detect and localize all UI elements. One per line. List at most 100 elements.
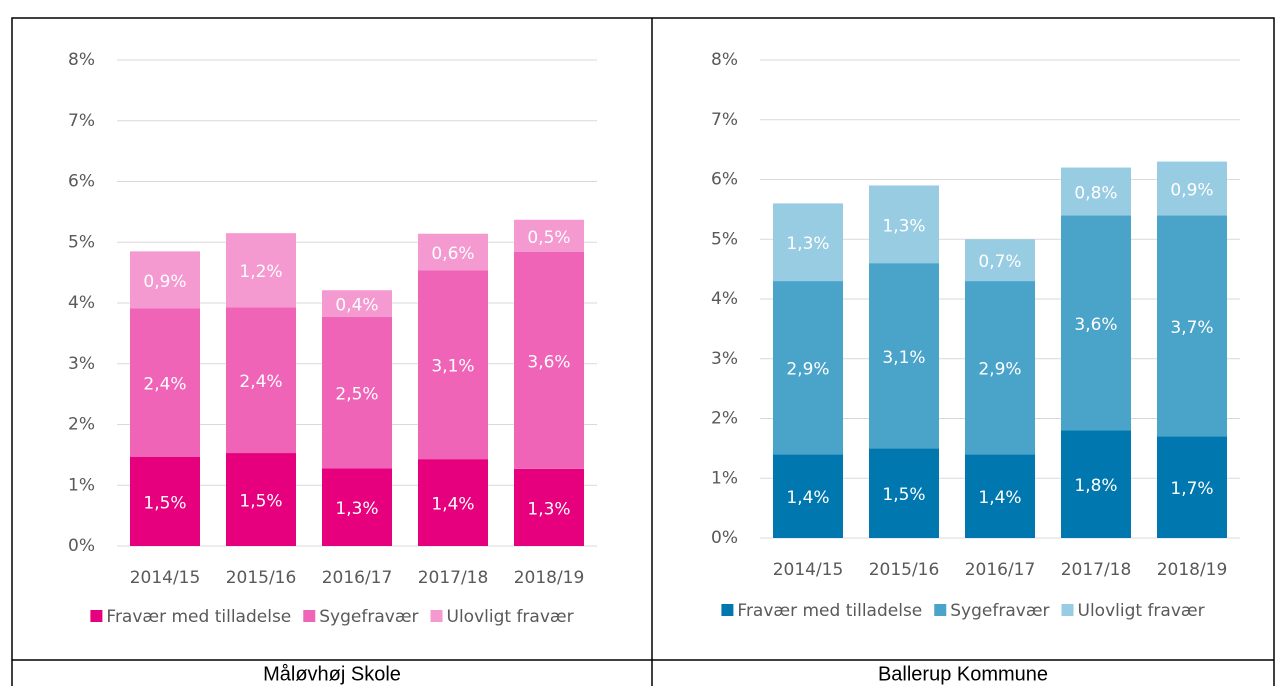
x-tick-label: 2015/16 xyxy=(226,568,297,588)
legend-label: Sygefravær xyxy=(950,601,1049,621)
bar-segment xyxy=(773,203,843,282)
data-label: 0,5% xyxy=(527,228,570,248)
bar-segment xyxy=(226,307,296,454)
y-tick-label: 8% xyxy=(711,50,738,70)
bar-segment xyxy=(130,251,200,309)
bar-segment xyxy=(773,281,843,455)
data-label: 1,5% xyxy=(143,493,186,513)
legend-swatch xyxy=(303,610,316,622)
x-tick-label: 2018/19 xyxy=(514,568,585,588)
data-label: 1,4% xyxy=(431,495,474,515)
data-label: 0,9% xyxy=(1170,180,1213,200)
x-tick-label: 2016/17 xyxy=(965,560,1036,580)
data-label: 1,3% xyxy=(882,216,925,236)
bar-segment xyxy=(514,468,584,546)
caption: Ballerup Kommune xyxy=(878,663,1048,685)
bar-segment xyxy=(322,468,392,546)
y-tick-label: 6% xyxy=(711,170,738,190)
y-tick-label: 2% xyxy=(68,415,95,435)
bar-segment xyxy=(418,459,488,546)
bar-segment xyxy=(1061,430,1131,538)
bar-segment xyxy=(773,454,843,538)
data-label: 1,7% xyxy=(1170,479,1213,499)
data-label: 2,9% xyxy=(978,360,1021,380)
bar-segment xyxy=(418,270,488,460)
data-label: 1,4% xyxy=(978,488,1021,508)
legend-label: Ulovligt fravær xyxy=(1078,601,1205,621)
bar-segment xyxy=(226,453,296,546)
table-border xyxy=(11,17,1275,686)
legend-swatch xyxy=(721,604,734,616)
bar-segment xyxy=(1157,215,1227,437)
y-tick-label: 3% xyxy=(711,349,738,369)
data-label: 1,3% xyxy=(335,499,378,519)
legend-swatch xyxy=(934,604,947,616)
y-tick-label: 8% xyxy=(68,50,95,70)
bar-segment xyxy=(514,219,584,252)
data-label: 0,6% xyxy=(431,244,474,264)
data-label: 1,4% xyxy=(786,488,829,508)
legend-label: Fravær med tilladelse xyxy=(737,601,922,621)
y-tick-label: 2% xyxy=(711,409,738,429)
legend-label: Fravær med tilladelse xyxy=(106,607,291,627)
x-tick-label: 2015/16 xyxy=(869,560,940,580)
x-tick-label: 2016/17 xyxy=(322,568,393,588)
data-label: 0,9% xyxy=(143,272,186,292)
y-tick-label: 7% xyxy=(711,110,738,130)
data-label: 0,8% xyxy=(1074,183,1117,203)
data-label: 0,4% xyxy=(335,296,378,316)
bar-segment xyxy=(322,290,392,317)
y-tick-label: 1% xyxy=(68,475,95,495)
data-label: 1,5% xyxy=(239,492,282,512)
bar-segment xyxy=(130,456,200,546)
x-tick-label: 2017/18 xyxy=(418,568,489,588)
y-tick-label: 6% xyxy=(68,172,95,192)
data-label: 1,3% xyxy=(786,234,829,254)
bar-segment xyxy=(1157,436,1227,538)
data-label: 3,1% xyxy=(882,348,925,368)
bar-segment xyxy=(869,448,939,538)
legend-swatch xyxy=(90,610,103,622)
bar-segment xyxy=(869,263,939,449)
data-label: 2,5% xyxy=(335,385,378,405)
bar-segment xyxy=(965,454,1035,538)
data-label: 3,7% xyxy=(1170,318,1213,338)
y-tick-label: 0% xyxy=(68,536,95,556)
bar-segment xyxy=(965,239,1035,282)
data-label: 1,8% xyxy=(1074,476,1117,496)
y-tick-label: 5% xyxy=(68,232,95,252)
data-label: 1,5% xyxy=(882,485,925,505)
bar-segment xyxy=(1157,161,1227,216)
data-label: 2,9% xyxy=(786,360,829,380)
y-tick-label: 4% xyxy=(711,289,738,309)
bar-segment xyxy=(1061,167,1131,216)
bar-segment xyxy=(418,233,488,271)
data-label: 2,4% xyxy=(143,375,186,395)
data-label: 2,4% xyxy=(239,372,282,392)
bar-segment xyxy=(1061,215,1131,431)
data-label: 1,3% xyxy=(527,499,570,519)
data-label: 0,7% xyxy=(978,252,1021,272)
bar-segment xyxy=(965,281,1035,455)
y-tick-label: 4% xyxy=(68,293,95,313)
y-tick-label: 0% xyxy=(711,528,738,548)
legend-label: Sygefravær xyxy=(319,607,418,627)
x-tick-label: 2017/18 xyxy=(1061,560,1132,580)
data-label: 3,1% xyxy=(431,357,474,377)
y-tick-label: 7% xyxy=(68,111,95,131)
data-label: 3,6% xyxy=(1074,315,1117,335)
legend-label: Ulovligt fravær xyxy=(447,607,574,627)
y-tick-label: 5% xyxy=(711,229,738,249)
legend-swatch xyxy=(430,610,443,622)
caption: Måløvhøj Skole xyxy=(263,663,401,685)
bar-segment xyxy=(130,308,200,457)
y-tick-label: 1% xyxy=(711,468,738,488)
bar-segment xyxy=(322,316,392,469)
bar-segment xyxy=(514,251,584,469)
x-tick-label: 2014/15 xyxy=(773,560,844,580)
y-tick-label: 3% xyxy=(68,354,95,374)
x-tick-label: 2014/15 xyxy=(130,568,201,588)
legend-swatch xyxy=(1061,604,1074,616)
